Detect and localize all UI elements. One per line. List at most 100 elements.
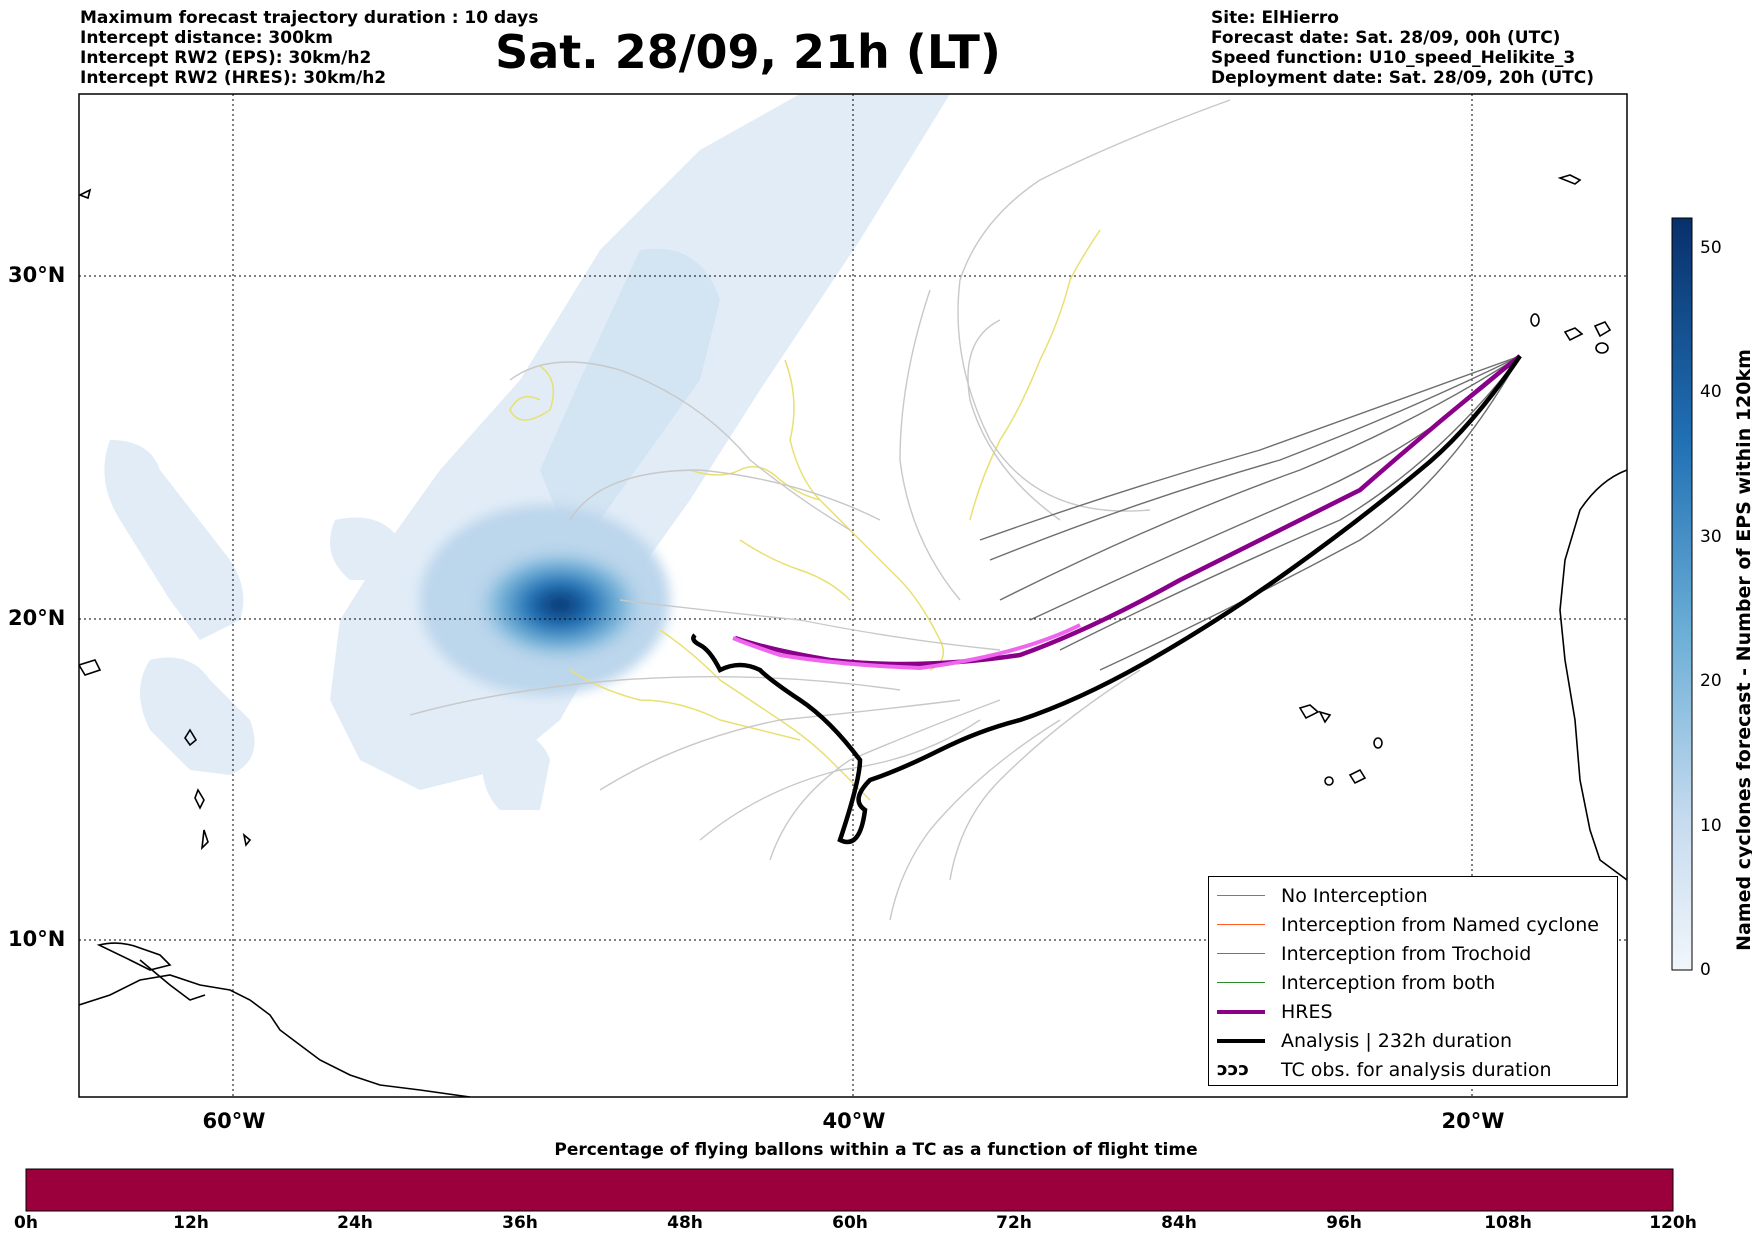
density-patch-southwest [140, 657, 255, 775]
eps-trajectory [889, 719, 1061, 921]
analysis-track [691, 354, 1522, 845]
header-right-line: Speed function: U10_speed_Helikite_3 [1211, 48, 1576, 68]
hispaniola-coast [96, 942, 172, 971]
island-a [184, 728, 198, 747]
header-right-line: Site: ElHierro [1211, 8, 1339, 28]
density-patch-west [104, 440, 244, 640]
legend-item-named-cyclone: Interception from Named cyclone [1217, 910, 1599, 939]
eps-trajectory [1059, 355, 1521, 651]
time-tick: 24h [337, 1213, 373, 1233]
cyclone-density-field [104, 94, 950, 810]
eps-trajectories-light [409, 99, 1231, 921]
legend-swatch [1217, 982, 1265, 983]
island-d [242, 832, 252, 847]
header-left-line: Maximum forecast trajectory duration : 1… [80, 8, 539, 28]
eps-trajectory [769, 699, 1001, 861]
legend-label: Interception from both [1281, 971, 1496, 994]
colorbar-tick: 10 [1700, 816, 1722, 836]
time-bar [25, 1168, 1674, 1212]
legend-item-trochoid: Interception from Trochoid [1217, 939, 1531, 968]
tc-obs-track [689, 465, 945, 671]
tc-observation-tracks [509, 229, 1101, 801]
density-band-inner [540, 248, 720, 521]
loops-icon: ↄↄↄ [1217, 1059, 1250, 1080]
legend-item-no-interception: No Interception [1217, 881, 1428, 910]
tc-obs-track [569, 669, 801, 741]
canaries-coast-a [1563, 327, 1584, 342]
legend-swatch [1217, 1038, 1265, 1043]
eps-trajectory [999, 355, 1521, 601]
header-left-line: Intercept RW2 (HRES): 30km/h2 [80, 68, 387, 88]
coastlines [79, 174, 1627, 1097]
tc-obs-track [739, 539, 851, 601]
legend: No Interception Interception from Named … [1208, 876, 1618, 1086]
header-right-line: Deployment date: Sat. 28/09, 20h (UTC) [1211, 68, 1595, 88]
legend-item-tc-obs: ↄↄↄ TC obs. for analysis duration [1217, 1055, 1552, 1084]
legend-item-hres: HRES [1217, 997, 1333, 1026]
colorbar-tick: 0 [1700, 960, 1711, 980]
cape-verde-d [1324, 776, 1334, 786]
legend-item-both: Interception from both [1217, 968, 1495, 997]
page-title: Sat. 28/09, 21h (LT) [0, 24, 1752, 80]
legend-swatch [1217, 953, 1265, 954]
header-left: Maximum forecast trajectory duration : 1… [80, 8, 538, 88]
map-frame [78, 93, 1628, 1098]
density-core [470, 545, 650, 665]
canaries-coast-b [1593, 321, 1612, 338]
legend-swatch [1217, 895, 1265, 896]
eps-trajectory [957, 99, 1231, 512]
africa-coast [1559, 469, 1627, 881]
lon-label-40w: 40°W [822, 1109, 886, 1133]
lon-label-60w: 60°W [202, 1109, 266, 1133]
legend-swatch [1217, 924, 1265, 925]
lat-label-20n: 20°N [8, 606, 66, 630]
time-tick: 84h [1161, 1213, 1197, 1233]
tc-obs-track [509, 365, 555, 421]
legend-label: Interception from Named cyclone [1281, 913, 1599, 936]
canaries-coast-c [1595, 342, 1609, 354]
eps-trajectory [899, 289, 961, 601]
page-title-text: Sat. 28/09, 21h (LT) [495, 25, 1001, 79]
time-tick: 36h [502, 1213, 538, 1233]
time-bar-title: Percentage of flying ballons within a TC… [554, 1140, 1198, 1160]
density-patch-mid [330, 517, 400, 580]
time-tick: 108h [1484, 1213, 1532, 1233]
eps-trajectory [1099, 355, 1521, 671]
density-patch-south [482, 720, 550, 810]
cape-verde-c [1373, 737, 1383, 749]
eps-trajectory [979, 355, 1521, 541]
legend-label: Analysis | 232h duration [1281, 1029, 1513, 1052]
header-right: Site: ElHierro Forecast date: Sat. 28/09… [1211, 8, 1594, 88]
header-right-line: Forecast date: Sat. 28/09, 00h (UTC) [1211, 28, 1561, 48]
tc-obs-track [969, 229, 1101, 521]
cape-verde-b [1318, 710, 1332, 724]
map-area [79, 94, 1627, 1097]
header-left-line: Intercept distance: 300km [80, 28, 333, 48]
lat-label-10n: 10°N [8, 927, 66, 951]
iberia-coast [1557, 174, 1582, 185]
island-c [200, 829, 209, 851]
eps-trajectory [599, 699, 961, 791]
colorbar-tick: 20 [1700, 671, 1722, 691]
eps-trajectory [569, 469, 881, 521]
hres-track-highlight [732, 623, 1081, 671]
time-tick: 0h [14, 1213, 38, 1233]
time-tick: 72h [996, 1213, 1032, 1233]
time-tick: 60h [832, 1213, 868, 1233]
eps-trajectory [989, 355, 1521, 561]
colorbar-tick: 50 [1700, 238, 1722, 258]
tc-obs-track [784, 359, 821, 501]
time-tick: 48h [667, 1213, 703, 1233]
eps-trajectory [619, 599, 1001, 651]
header-left-line: Intercept RW2 (EPS): 30km/h2 [80, 48, 372, 68]
caribbean-coast [139, 959, 206, 1001]
eps-trajectory [967, 319, 1061, 521]
eps-trajectory [949, 669, 1141, 881]
bermuda-coast [79, 659, 102, 676]
north-coast [79, 188, 92, 200]
cape-verde-e [1348, 768, 1367, 785]
time-tick: 120h [1649, 1213, 1697, 1233]
time-tick: 12h [173, 1213, 209, 1233]
eps-trajectory [409, 675, 901, 716]
